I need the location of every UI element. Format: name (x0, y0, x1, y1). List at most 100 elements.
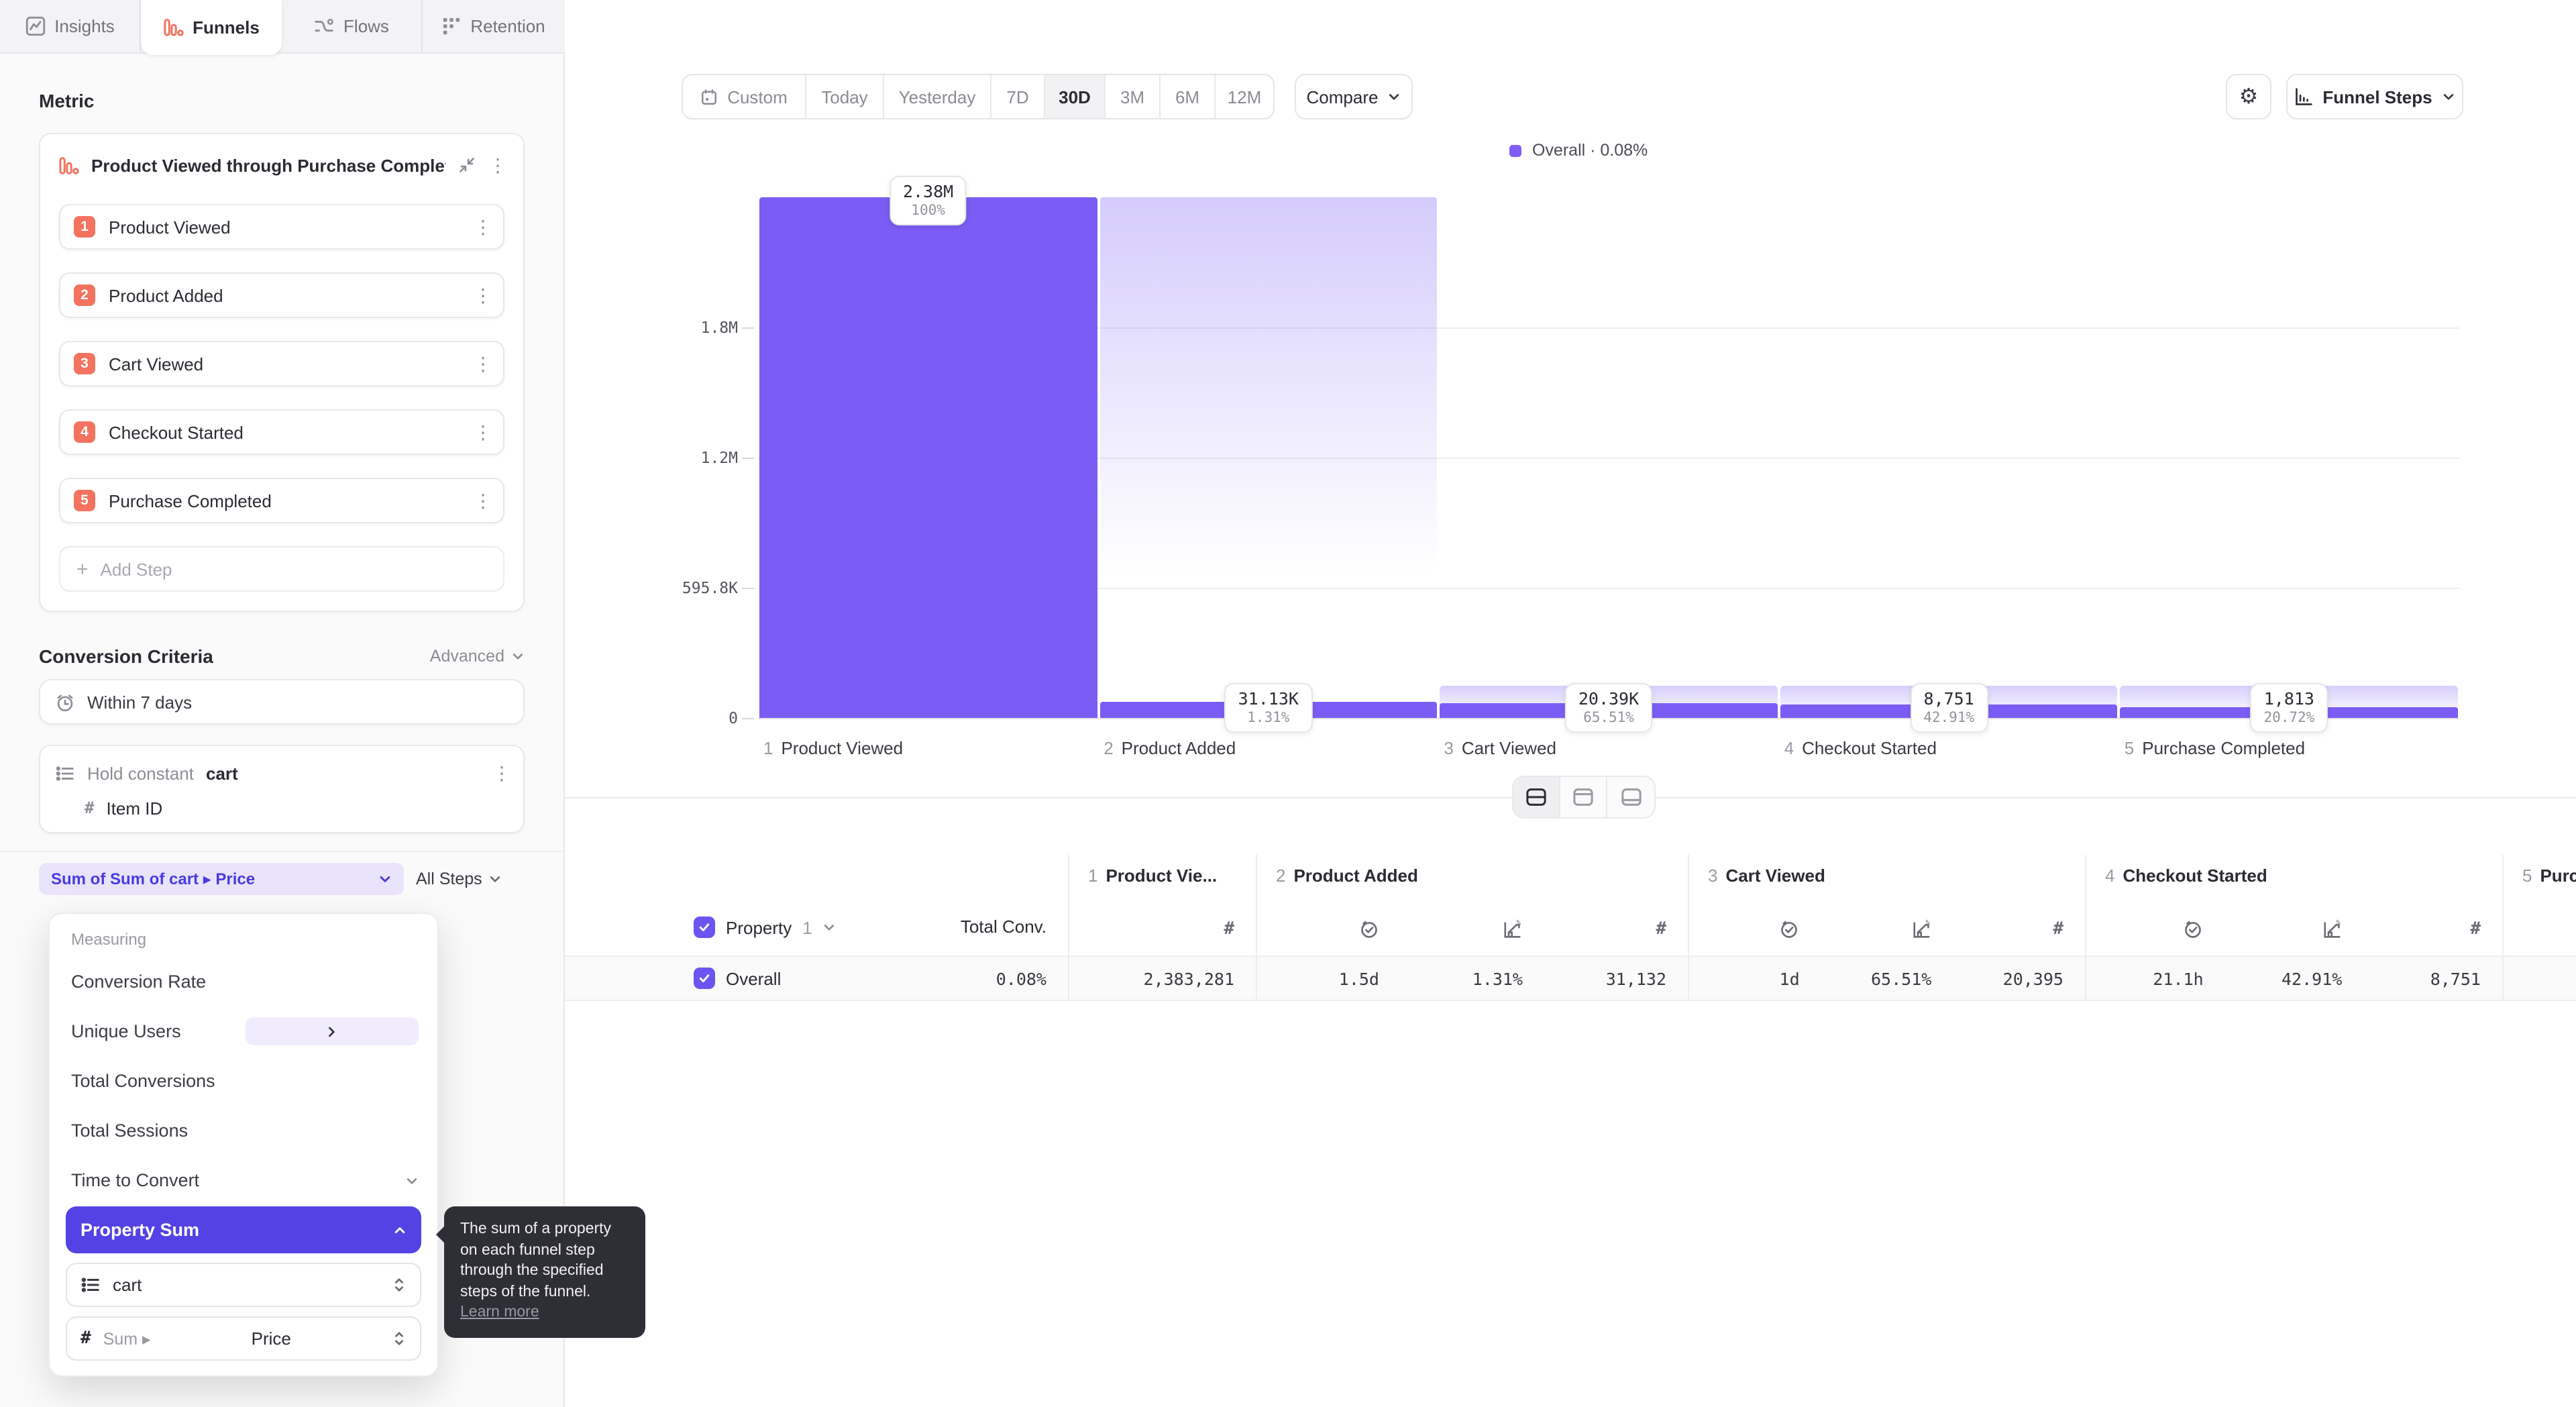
funnel-step-row[interactable]: 2 Product Added (59, 272, 504, 318)
property-header-label: Property (726, 917, 792, 937)
count-column-icon[interactable] (1224, 919, 1234, 939)
step-menu-kebab-icon[interactable] (474, 354, 490, 373)
step-label: Product Added (109, 285, 223, 305)
bar-step-1[interactable] (759, 197, 1097, 718)
menu-item-conversion-rate[interactable]: Conversion Rate (50, 957, 437, 1006)
count-column-icon[interactable] (1656, 919, 1666, 939)
y-axis-tick-label: 1.8M (700, 318, 738, 337)
step-number-badge: 3 (74, 353, 95, 374)
total-conv-header[interactable]: Total Conv. (960, 917, 1046, 937)
select-all-checkbox[interactable] (694, 917, 715, 938)
range-12m[interactable]: 12M (1216, 75, 1273, 118)
funnel-column-5[interactable] (2119, 197, 2459, 718)
layout-split-view-button[interactable] (1513, 777, 1560, 817)
layout-table-only-button[interactable] (1607, 777, 1654, 817)
conversion-window-selector[interactable]: Within 7 days (39, 679, 525, 725)
metric-heading: Metric (39, 90, 95, 111)
funnel-step-row[interactable]: 4 Checkout Started (59, 409, 504, 455)
property-column-header[interactable]: Property 1 (694, 917, 837, 938)
chevron-down-icon (1389, 94, 1399, 100)
step-menu-kebab-icon[interactable] (474, 217, 490, 236)
cell-value: 65.51% (1871, 968, 1932, 988)
funnel-column-2[interactable] (1098, 197, 1438, 718)
menu-item-total-sessions[interactable]: Total Sessions (50, 1106, 437, 1155)
group-num: 4 (2105, 866, 2115, 886)
step-label: Purchase Completed (109, 490, 272, 511)
property-select[interactable]: cart (66, 1263, 421, 1307)
step-menu-kebab-icon[interactable] (474, 286, 490, 305)
plus-icon (76, 559, 89, 579)
x-label-name: Checkout Started (1802, 738, 1937, 758)
range-today[interactable]: Today (806, 75, 884, 118)
funnel-step-row[interactable]: 3 Cart Viewed (59, 341, 504, 386)
menu-item-label: Time to Convert (71, 1170, 200, 1190)
top-panel-icon (1573, 788, 1593, 806)
group-header: 1 Product Vie... (1088, 866, 1217, 886)
range-30d[interactable]: 30D (1045, 75, 1106, 118)
learn-more-link[interactable]: Learn more (460, 1304, 539, 1320)
steps-scope-selector[interactable]: All Steps (416, 870, 502, 888)
conversion-rate-column-icon[interactable]: % (1911, 919, 1931, 939)
chart-type-selector[interactable]: Funnel Steps (2286, 74, 2463, 119)
avg-time-column-icon[interactable] (2184, 919, 2204, 939)
funnel-steps-list: 1 Product Viewed 2 Product Added 3 Cart … (59, 204, 504, 592)
group-name: Cart Viewed (1725, 866, 1825, 886)
legend-swatch (1509, 144, 1521, 156)
menu-item-unique-users[interactable]: Unique Users (50, 1006, 437, 1056)
hold-constant-card[interactable]: Hold constant cart Item ID (39, 745, 525, 833)
step-number-badge: 1 (74, 216, 95, 238)
conversion-rate-column-icon[interactable]: % (2322, 919, 2342, 939)
tab-funnels[interactable]: Funnels (141, 0, 282, 55)
menu-item-time-to-convert[interactable]: Time to Convert (50, 1155, 437, 1205)
menu-item-property-sum[interactable]: Property Sum (66, 1206, 421, 1253)
range-6m[interactable]: 6M (1161, 75, 1216, 118)
aggregation-value: Price (251, 1328, 291, 1349)
compare-button[interactable]: Compare (1295, 74, 1413, 119)
numeric-property-icon (85, 798, 94, 817)
advanced-toggle[interactable]: Advanced (430, 647, 525, 666)
chart-settings-button[interactable] (2226, 74, 2271, 119)
tab-retention[interactable]: Retention (423, 0, 564, 52)
count-column-icon[interactable] (2470, 919, 2481, 939)
funnel-column-4[interactable] (1779, 197, 2119, 718)
conversion-window-label: Within 7 days (87, 692, 193, 712)
funnel-step-row[interactable]: 1 Product Viewed (59, 204, 504, 250)
check-icon (699, 923, 710, 931)
x-label-num: 2 (1104, 738, 1114, 758)
tooltip-arrow (436, 1225, 445, 1244)
conversion-rate-column-icon[interactable]: % (1503, 919, 1523, 939)
row-checkbox[interactable] (694, 968, 715, 989)
avg-time-column-icon[interactable] (1780, 919, 1800, 939)
table-row-label[interactable]: Overall (694, 955, 781, 1001)
funnel-column-1[interactable] (758, 197, 1098, 718)
menu-item-total-conversions[interactable]: Total Conversions (50, 1056, 437, 1106)
cell-value: 8,751 (2430, 968, 2481, 988)
tab-insights[interactable]: Insights (0, 0, 141, 52)
range-yesterday[interactable]: Yesterday (884, 75, 991, 118)
group-name: Checkout Started (2123, 866, 2267, 886)
tab-flows[interactable]: Flows (282, 0, 423, 52)
count-column-icon[interactable] (2053, 919, 2063, 939)
funnel-menu-kebab-icon[interactable] (488, 156, 504, 174)
chart-legend[interactable]: Overall · 0.08% (1509, 141, 1648, 160)
aggregation-select[interactable]: Sum ▸ Price (66, 1316, 421, 1361)
layout-chart-only-button[interactable] (1560, 777, 1607, 817)
range-custom[interactable]: Custom (683, 75, 806, 118)
property-select-value: cart (113, 1275, 142, 1295)
sidebar: Insights Funnels Flows Retention Metric … (0, 0, 565, 1407)
cell-value: 31,132 (1605, 968, 1666, 988)
add-step-button[interactable]: Add Step (59, 546, 504, 592)
step-menu-kebab-icon[interactable] (474, 491, 490, 510)
collapse-icon[interactable] (458, 156, 476, 174)
menu-section-label: Measuring (71, 930, 147, 949)
table-group-step-2: 2 Product Added % 1.5d 1.31% 31,132 (1256, 855, 1688, 1001)
hold-constant-kebab-icon[interactable] (492, 764, 508, 782)
funnel-step-row[interactable]: 5 Purchase Completed (59, 478, 504, 523)
avg-time-column-icon[interactable] (1359, 919, 1379, 939)
range-3m[interactable]: 3M (1106, 75, 1161, 118)
check-icon (699, 974, 710, 982)
funnel-column-3[interactable] (1438, 197, 1778, 718)
range-7d[interactable]: 7D (991, 75, 1045, 118)
step-menu-kebab-icon[interactable] (474, 423, 490, 441)
measurement-selector[interactable]: Sum of Sum of cart ▸ Price (39, 863, 404, 895)
